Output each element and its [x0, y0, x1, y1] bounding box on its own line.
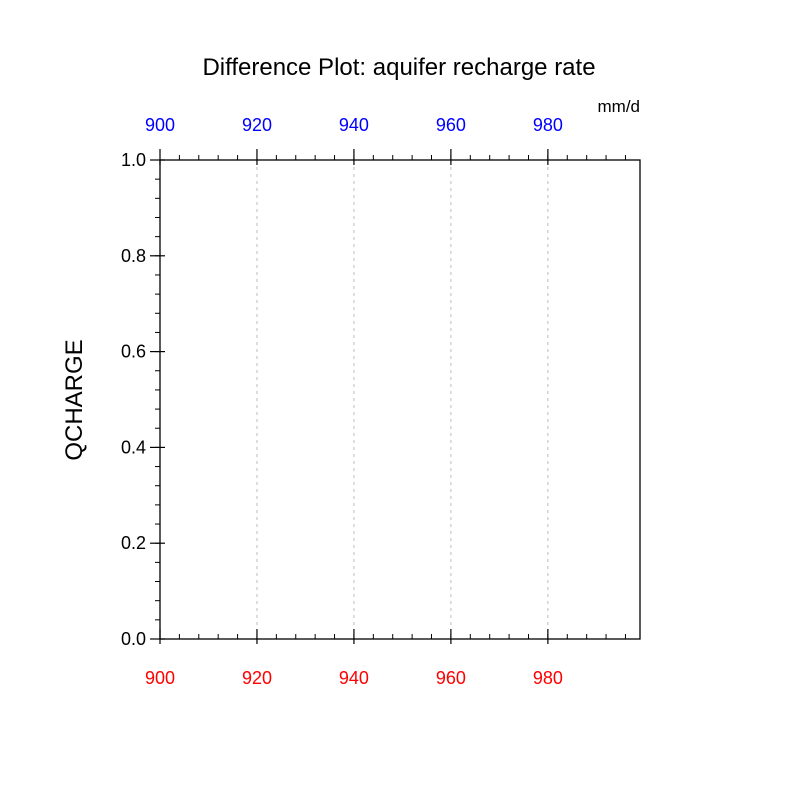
- plot-area-frame: [159, 159, 641, 640]
- y-tick-label: 0.0: [121, 629, 146, 649]
- x-tick-label-top: 980: [533, 115, 563, 135]
- chart-title: Difference Plot: aquifer recharge rate: [202, 54, 595, 81]
- x-tick-label-bottom: 960: [436, 668, 466, 688]
- x-tick-label-top: 940: [339, 115, 369, 135]
- units-label: mm/d: [598, 97, 641, 116]
- x-tick-label-top: 960: [436, 115, 466, 135]
- x-tick-label-bottom: 980: [533, 668, 563, 688]
- y-tick-label: 0.6: [121, 342, 146, 362]
- x-tick-label-top: 920: [242, 115, 272, 135]
- tick-labels: 900 920 940 960 980 900 920 940 960 980 0.0 0.2 0.4 0…: [121, 115, 563, 688]
- x-tick-label-bottom: 920: [242, 668, 272, 688]
- y-tick-label: 1.0: [121, 150, 146, 170]
- x-tick-label-bottom: 940: [339, 668, 369, 688]
- x-tick-label-top: 900: [145, 115, 175, 135]
- y-tick-label: 0.2: [121, 533, 146, 553]
- y-tick-label: 0.4: [121, 437, 146, 457]
- y-tick-label: 0.8: [121, 246, 146, 266]
- y-axis-label: QCHARGE: [61, 339, 88, 460]
- x-tick-label-bottom: 900: [145, 668, 175, 688]
- grid-lines: [256, 160, 549, 639]
- axis-ticks: [150, 149, 626, 644]
